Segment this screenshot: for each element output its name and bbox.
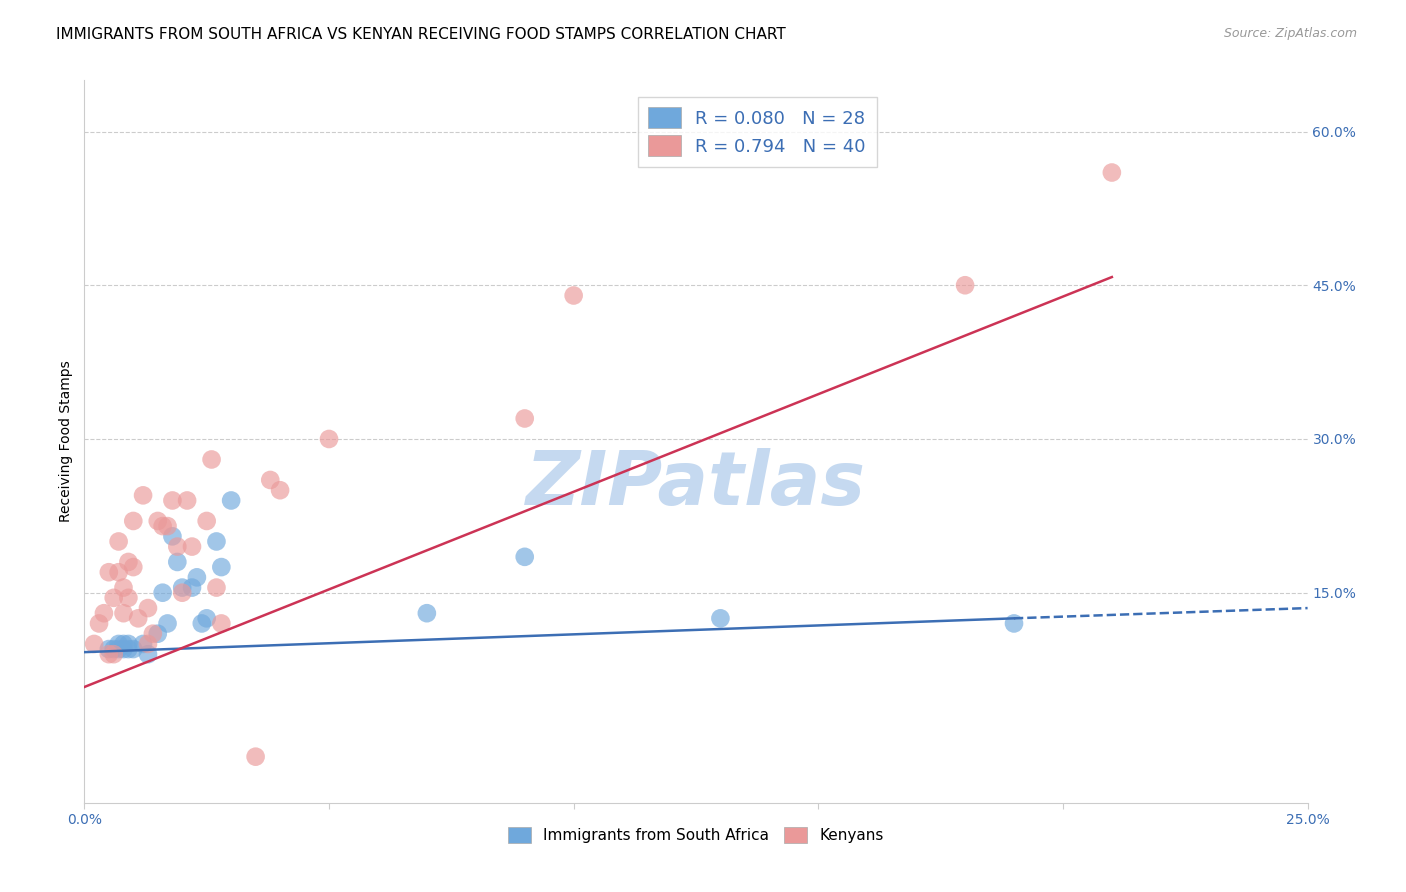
Point	[1002, 616, 1025, 631]
Point	[166, 555, 188, 569]
Point	[146, 626, 169, 640]
Point	[112, 637, 135, 651]
Point	[219, 493, 242, 508]
Point	[176, 493, 198, 508]
Point	[209, 616, 232, 631]
Point	[136, 637, 159, 651]
Point	[117, 642, 139, 657]
Point	[127, 611, 149, 625]
Point	[152, 585, 174, 599]
Point	[709, 611, 731, 625]
Point	[953, 278, 976, 293]
Point	[83, 637, 105, 651]
Point	[416, 606, 439, 620]
Point	[269, 483, 291, 498]
Point	[107, 565, 129, 579]
Point	[103, 591, 125, 605]
Point	[513, 549, 536, 564]
Point	[186, 570, 208, 584]
Text: IMMIGRANTS FROM SOUTH AFRICA VS KENYAN RECEIVING FOOD STAMPS CORRELATION CHART: IMMIGRANTS FROM SOUTH AFRICA VS KENYAN R…	[56, 27, 786, 42]
Point	[172, 585, 194, 599]
Point	[107, 534, 129, 549]
Point	[562, 288, 585, 302]
Point	[97, 647, 120, 661]
Point	[117, 555, 139, 569]
Point	[162, 529, 184, 543]
Point	[112, 581, 135, 595]
Point	[112, 606, 135, 620]
Point	[172, 581, 194, 595]
Text: Source: ZipAtlas.com: Source: ZipAtlas.com	[1223, 27, 1357, 40]
Point	[142, 626, 165, 640]
Point	[132, 488, 155, 502]
Point	[195, 514, 218, 528]
Point	[156, 519, 179, 533]
Point	[205, 534, 228, 549]
Point	[117, 637, 139, 651]
Point	[93, 606, 115, 620]
Point	[209, 560, 232, 574]
Point	[97, 565, 120, 579]
Point	[122, 560, 145, 574]
Point	[103, 647, 125, 661]
Text: ZIPatlas: ZIPatlas	[526, 449, 866, 522]
Point	[122, 514, 145, 528]
Point	[205, 581, 228, 595]
Point	[107, 637, 129, 651]
Y-axis label: Receiving Food Stamps: Receiving Food Stamps	[59, 360, 73, 523]
Point	[181, 581, 204, 595]
Point	[107, 642, 129, 657]
Point	[136, 601, 159, 615]
Point	[156, 616, 179, 631]
Point	[152, 519, 174, 533]
Point	[513, 411, 536, 425]
Point	[181, 540, 204, 554]
Legend: Immigrants from South Africa, Kenyans: Immigrants from South Africa, Kenyans	[502, 822, 890, 849]
Point	[200, 452, 222, 467]
Point	[162, 493, 184, 508]
Point	[166, 540, 188, 554]
Point	[195, 611, 218, 625]
Point	[103, 642, 125, 657]
Point	[146, 514, 169, 528]
Point	[97, 642, 120, 657]
Point	[318, 432, 340, 446]
Point	[191, 616, 214, 631]
Point	[245, 749, 267, 764]
Point	[259, 473, 281, 487]
Point	[132, 637, 155, 651]
Point	[112, 642, 135, 657]
Point	[117, 591, 139, 605]
Point	[1101, 165, 1123, 179]
Point	[122, 642, 145, 657]
Point	[87, 616, 110, 631]
Point	[136, 647, 159, 661]
